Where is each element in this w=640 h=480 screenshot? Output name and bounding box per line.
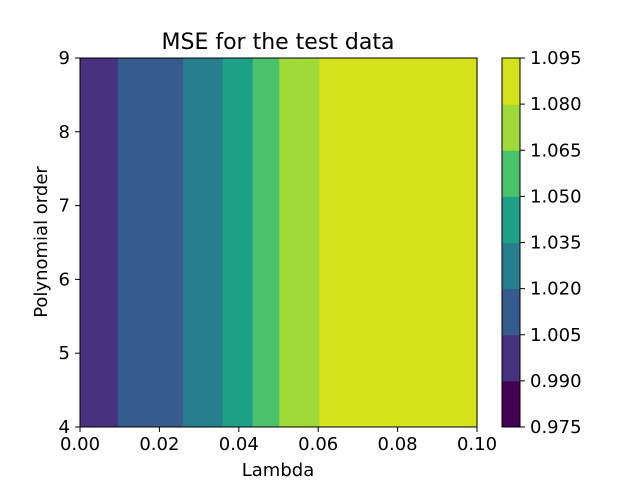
y-tick-label: 8 bbox=[59, 122, 70, 143]
x-tick-label: 0.00 bbox=[60, 434, 100, 455]
colorbar-segment-5 bbox=[502, 150, 520, 197]
colorbar-segment-7 bbox=[502, 58, 520, 105]
colorbar-segment-0 bbox=[502, 380, 520, 428]
colorbar-tick-label: 1.035 bbox=[530, 233, 582, 254]
contour-band-6 bbox=[319, 58, 478, 427]
plot-area bbox=[80, 58, 478, 427]
plot-frame bbox=[79, 57, 478, 428]
x-axis: 0.00 0.02 0.04 0.06 0.08 0.10 bbox=[60, 427, 497, 455]
y-tick-label: 4 bbox=[59, 417, 70, 438]
x-tick-label: 0.08 bbox=[378, 434, 418, 455]
colorbar-tick-label: 0.975 bbox=[530, 417, 582, 438]
colorbar: 0.975 0.990 1.005 1.020 1.035 1.050 1.065 1.080… bbox=[501, 48, 582, 438]
colorbar-tick-label: 1.095 bbox=[530, 48, 582, 69]
y-axis-label: Polynomial order bbox=[31, 166, 52, 318]
colorbar-tick-label: 1.005 bbox=[530, 325, 582, 346]
y-axis: 4 5 6 7 8 9 bbox=[59, 48, 80, 438]
x-tick-label: 0.02 bbox=[139, 434, 179, 455]
colorbar-segment-2 bbox=[502, 288, 520, 336]
x-tick-label: 0.10 bbox=[457, 434, 497, 455]
y-tick-label: 7 bbox=[59, 196, 70, 217]
contour-band-3 bbox=[222, 58, 254, 427]
contour-band-4 bbox=[252, 58, 280, 427]
colorbar-tick-label: 1.050 bbox=[530, 186, 582, 207]
chart-title: MSE for the test data bbox=[162, 30, 395, 55]
colorbar-segment-1 bbox=[502, 334, 520, 382]
colorbar-tick-label: 1.020 bbox=[530, 279, 582, 300]
colorbar-segment-6 bbox=[502, 104, 520, 151]
y-tick-label: 5 bbox=[59, 343, 70, 364]
x-tick-label: 0.06 bbox=[298, 434, 338, 455]
colorbar-tick-label: 1.065 bbox=[530, 140, 582, 161]
colorbar-segment-4 bbox=[502, 196, 520, 243]
contour-band-0 bbox=[80, 58, 119, 427]
contour-band-2 bbox=[183, 58, 224, 427]
x-tick-label: 0.04 bbox=[219, 434, 259, 455]
y-tick-label: 9 bbox=[59, 48, 70, 69]
y-tick-label: 6 bbox=[59, 269, 70, 290]
colorbar-tick-label: 0.990 bbox=[530, 371, 582, 392]
colorbar-tick-label: 1.080 bbox=[530, 94, 582, 115]
colorbar-segment-3 bbox=[502, 242, 520, 290]
contour-band-1 bbox=[117, 58, 184, 427]
contour-band-5 bbox=[279, 58, 320, 427]
x-axis-label: Lambda bbox=[242, 460, 314, 480]
